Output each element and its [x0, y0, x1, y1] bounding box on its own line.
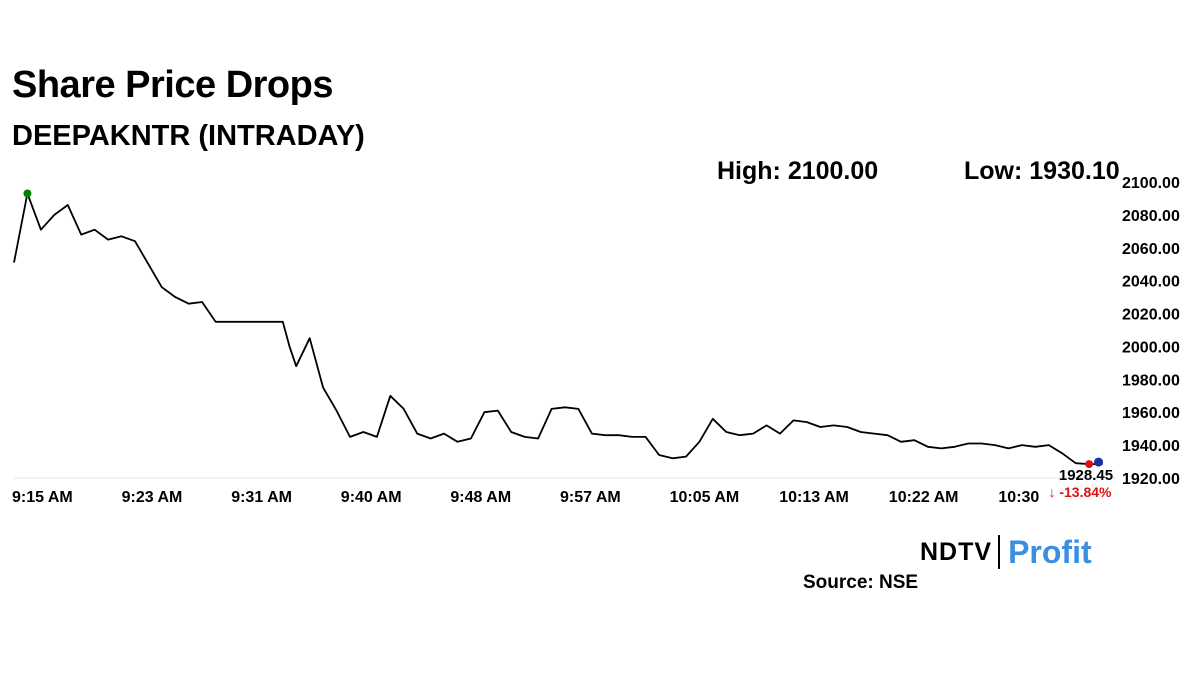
- y-tick-label: 2080.00: [1122, 208, 1180, 225]
- y-tick-label: 1960.00: [1122, 405, 1180, 422]
- x-tick-label: 9:31 AM: [231, 489, 292, 506]
- last-price-label: 1928.45: [1059, 467, 1113, 484]
- logo-ndtv-text: NDTV: [920, 537, 993, 566]
- high-marker: [23, 189, 32, 198]
- x-tick-label: 10:30: [998, 489, 1039, 506]
- y-tick-label: 1920.00: [1122, 471, 1180, 488]
- source-note: Source: NSE: [803, 572, 919, 593]
- logo-profit-text: Profit: [1008, 533, 1092, 570]
- x-tick-label: 10:05 AM: [670, 489, 740, 506]
- y-tick-label: 1940.00: [1122, 438, 1180, 455]
- logo-divider: [998, 535, 1001, 569]
- y-axis: 2100.00 2080.00 2060.00 2040.00 2020.00 2000.…: [1122, 175, 1180, 488]
- chart-subtitle: DEEPAKNTR (INTRADAY): [12, 120, 365, 152]
- low-value: Low: 1930.10: [964, 157, 1120, 185]
- change-label: ↓ -13.84%: [1048, 484, 1112, 500]
- markers-group: [23, 189, 1104, 469]
- ndtv-profit-logo: NDTV Profit: [920, 534, 1092, 570]
- y-tick-label: 2100.00: [1122, 175, 1180, 192]
- series-group: [13, 192, 1103, 466]
- x-tick-label: 9:15 AM: [12, 489, 73, 506]
- y-tick-label: 1980.00: [1122, 372, 1180, 389]
- chart-title: Share Price Drops: [12, 64, 333, 106]
- price-line: [13, 192, 1103, 466]
- high-value: High: 2100.00: [717, 157, 879, 185]
- x-axis: 9:15 AM 9:23 AM 9:31 AM 9:40 AM 9:48 AM 9:57 …: [12, 477, 1116, 506]
- x-tick-label: 10:22 AM: [889, 489, 959, 506]
- x-tick-label: 9:40 AM: [341, 489, 402, 506]
- end-marker: [1094, 457, 1104, 467]
- y-tick-label: 2000.00: [1122, 339, 1180, 356]
- x-tick-label: 9:23 AM: [122, 489, 183, 506]
- last-price-marker: [1085, 460, 1094, 469]
- x-tick-label: 10:13 AM: [779, 489, 849, 506]
- x-tick-label: 9:57 AM: [560, 489, 621, 506]
- y-tick-label: 2060.00: [1122, 241, 1180, 258]
- x-tick-label: 9:48 AM: [450, 489, 511, 506]
- y-tick-label: 2020.00: [1122, 307, 1180, 324]
- y-tick-label: 2040.00: [1122, 274, 1180, 291]
